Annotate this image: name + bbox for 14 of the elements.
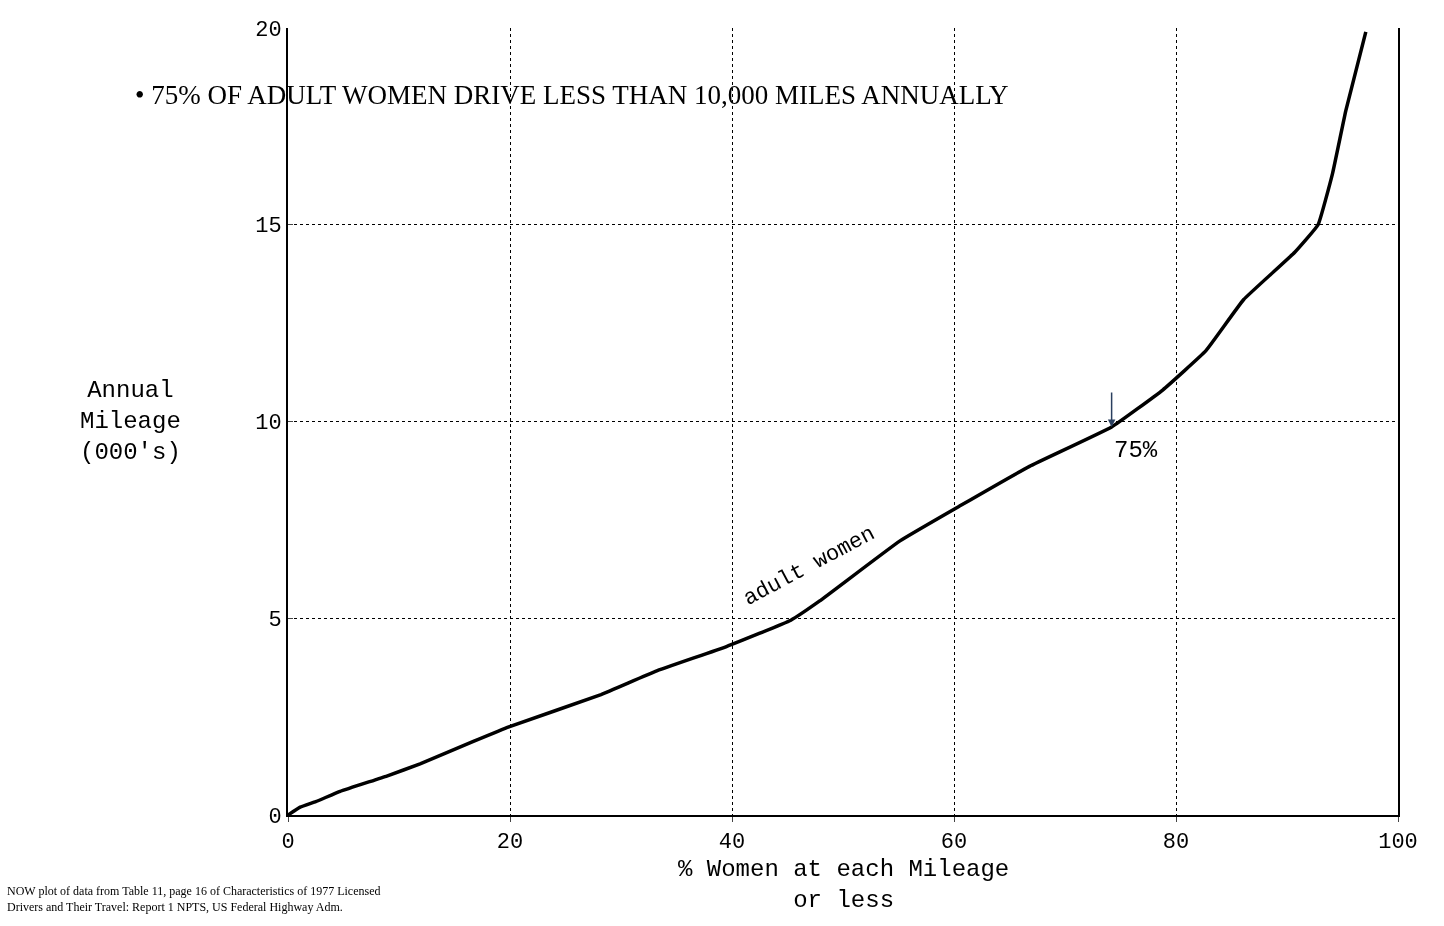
y-tick-label: 0 bbox=[268, 804, 282, 830]
y-axis-title: Annual Mileage (000's) bbox=[80, 377, 181, 467]
x-tick-label: 20 bbox=[496, 830, 524, 856]
x-tick-label: 80 bbox=[1162, 830, 1190, 856]
x-tick-label: 100 bbox=[1378, 830, 1418, 856]
x-tick-label: 60 bbox=[940, 830, 968, 856]
y-tick-label: 15 bbox=[255, 214, 282, 240]
text: NOW plot of data from Table 11, page 16 of Characteristics of 1977 Licensed Drivers and Their Travel: Report 1 NPTS, US Federal Highway Adm. bbox=[7, 884, 381, 914]
y-tick-label: 20 bbox=[255, 17, 282, 43]
y-tick-label: 5 bbox=[268, 607, 282, 633]
x-axis-title: % Women at each Mileage or less bbox=[678, 856, 1010, 915]
annotation: 75% bbox=[1114, 437, 1158, 464]
y-tick-label: 10 bbox=[255, 411, 282, 437]
x-tick-label: 40 bbox=[718, 830, 746, 856]
